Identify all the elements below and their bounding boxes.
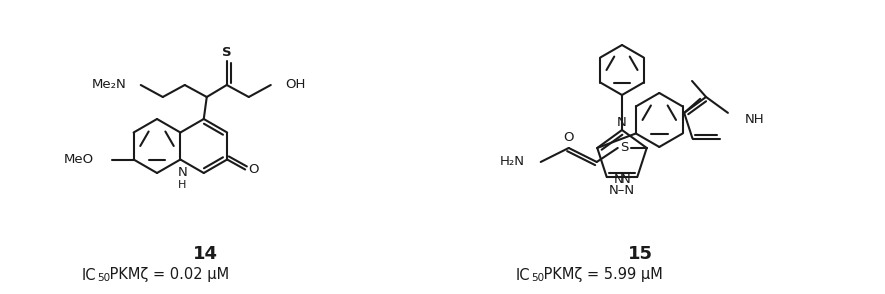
Text: MeO: MeO (64, 153, 94, 166)
Text: 14: 14 (193, 245, 218, 263)
Text: N: N (617, 116, 627, 128)
Text: 15: 15 (627, 245, 652, 263)
Text: 50: 50 (97, 273, 110, 283)
Text: NH: NH (745, 113, 765, 126)
Text: S: S (620, 141, 629, 154)
Text: IC: IC (82, 268, 96, 283)
Text: Me₂N: Me₂N (92, 78, 127, 91)
Text: PKMζ = 5.99 μM: PKMζ = 5.99 μM (539, 268, 663, 283)
Text: N: N (178, 166, 188, 180)
Text: N–N: N–N (609, 185, 635, 198)
Text: IC: IC (516, 268, 530, 283)
Text: H: H (178, 180, 187, 190)
Text: O: O (248, 163, 258, 176)
Text: 50: 50 (531, 273, 544, 283)
Text: N: N (620, 173, 630, 186)
Text: O: O (564, 131, 574, 144)
Text: H₂N: H₂N (500, 156, 525, 168)
Text: PKMζ = 0.02 μM: PKMζ = 0.02 μM (105, 268, 229, 283)
Text: OH: OH (285, 78, 305, 91)
Text: N: N (613, 173, 623, 186)
Text: S: S (222, 46, 232, 59)
